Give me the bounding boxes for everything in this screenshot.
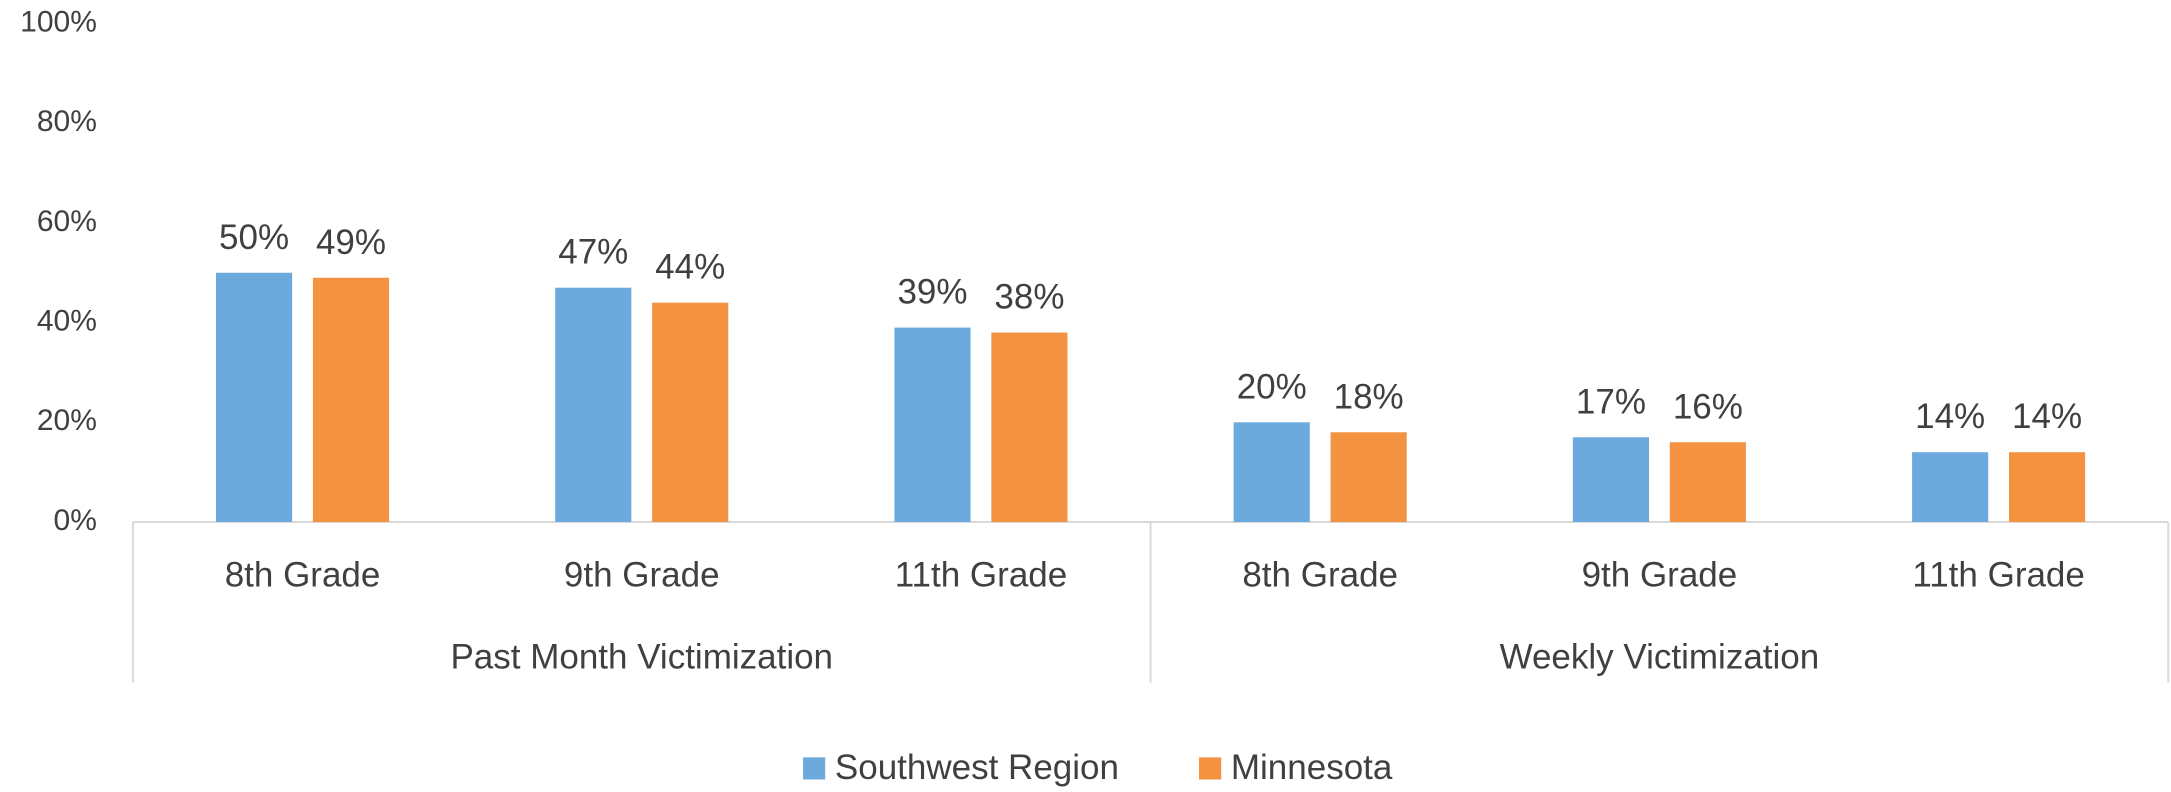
value-label: 16% [1673,387,1743,426]
legend-swatch [1199,757,1222,780]
y-tick-label: 80% [37,105,97,138]
x-tick-label: 9th Grade [564,556,720,595]
group-label: Weekly Victimization [1500,637,1820,676]
legend-swatch [803,757,826,780]
value-label: 47% [558,233,628,272]
y-tick-label: 100% [20,5,97,38]
x-tick-label: 11th Grade [895,556,1068,595]
value-label: 38% [994,278,1064,317]
bar [1912,452,1989,522]
value-label: 50% [219,218,289,257]
value-label: 49% [316,223,386,262]
bar [215,272,293,522]
bar [312,277,390,522]
value-label: 14% [2012,397,2082,436]
value-label: 17% [1576,382,1646,421]
value-label: 14% [1915,397,1985,436]
bar [991,332,1068,522]
bar [652,302,729,522]
value-label: 18% [1334,377,1404,416]
group-label: Past Month Victimization [450,637,833,676]
bar [2009,452,2086,522]
value-label: 20% [1237,367,1307,406]
x-tick-label: 9th Grade [1582,556,1738,595]
bar [1330,432,1407,522]
value-label: 39% [897,273,967,312]
x-tick-label: 11th Grade [1912,556,2085,595]
x-tick-label: 8th Grade [225,556,381,595]
x-tick-label: 8th Grade [1242,556,1398,595]
bar [1572,437,1650,522]
value-label: 44% [655,248,725,287]
bar [555,287,632,522]
y-tick-label: 40% [37,305,97,338]
y-tick-label: 20% [37,404,97,437]
bar [1233,422,1310,522]
legend-label: Southwest Region [835,748,1119,787]
y-tick-label: 60% [37,205,97,238]
legend-label: Minnesota [1231,748,1393,787]
bar [1669,442,1746,522]
y-tick-label: 0% [54,504,97,537]
bar [894,327,971,522]
